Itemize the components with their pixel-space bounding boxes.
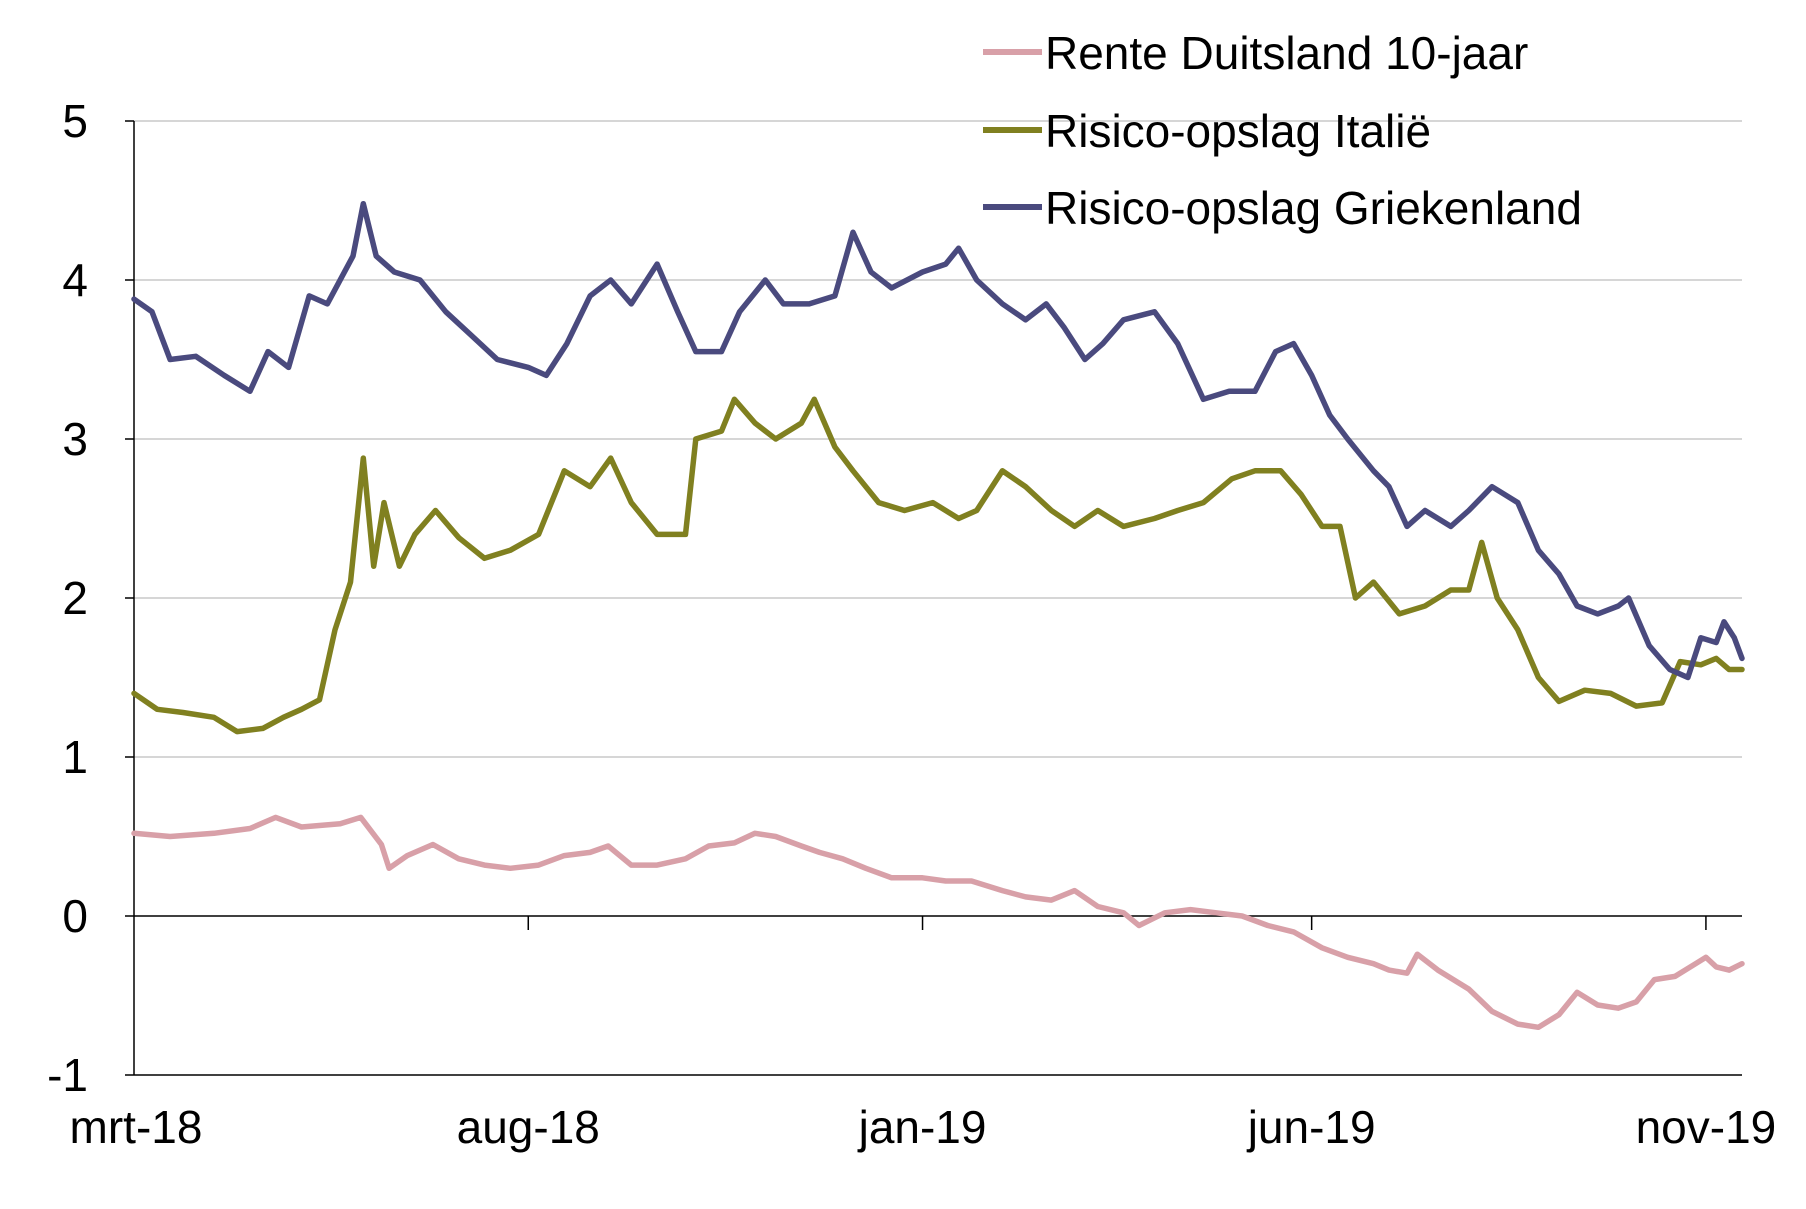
- series-3: [131, 200, 1745, 681]
- legend-label: Risico-opslag Griekenland: [1045, 182, 1582, 234]
- y-tick-label: -1: [47, 1049, 88, 1101]
- y-tick-label: 0: [62, 890, 88, 942]
- legend-item-3: Risico-opslag Griekenland: [983, 182, 1582, 234]
- series-line: [131, 814, 1745, 1031]
- series-2: [131, 396, 1745, 735]
- series-line: [131, 396, 1745, 735]
- legend-label: Risico-opslag Italië: [1045, 105, 1431, 157]
- x-tick-label: jan-19: [857, 1101, 987, 1153]
- legend: Rente Duitsland 10-jaar Risico-opslag Ita…: [983, 27, 1582, 234]
- x-tick-label: jun-19: [1246, 1101, 1376, 1153]
- y-tick-label: 1: [62, 731, 88, 783]
- y-tick-label: 3: [62, 413, 88, 465]
- x-ticks: mrt-18 aug-18 jan-19 jun-19 nov-19: [70, 916, 1777, 1153]
- legend-item-1: Rente Duitsland 10-jaar: [983, 27, 1528, 79]
- y-tick-label: 4: [62, 254, 88, 306]
- y-tick-label: 5: [62, 95, 88, 147]
- gridlines: [134, 120, 1742, 758]
- series-1: [131, 814, 1745, 1031]
- x-tick-label: aug-18: [457, 1101, 600, 1153]
- x-tick-label: mrt-18: [70, 1101, 203, 1153]
- x-tick-label: nov-19: [1636, 1101, 1777, 1153]
- series-lines: [131, 200, 1745, 1031]
- series-line: [131, 200, 1745, 681]
- y-ticks: -1 0 1 2 3 4 5: [47, 95, 134, 1101]
- legend-label: Rente Duitsland 10-jaar: [1045, 27, 1528, 79]
- y-tick-label: 2: [62, 572, 88, 624]
- legend-item-2: Risico-opslag Italië: [983, 105, 1431, 157]
